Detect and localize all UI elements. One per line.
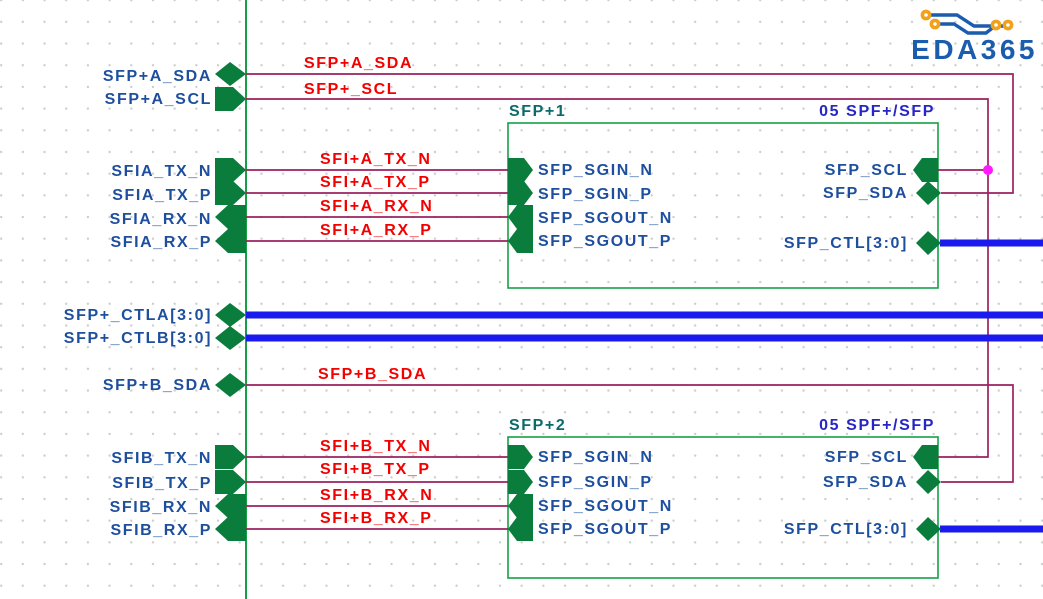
- port-sfia-rx-p[interactable]: [215, 229, 246, 253]
- net-label-sfi-a-rx-p[interactable]: SFI+A_RX_P: [320, 222, 433, 239]
- port-sfib-rx-n[interactable]: [215, 494, 246, 518]
- block1-pin-sgout-n[interactable]: SFP_SGOUT_N: [538, 210, 673, 227]
- block1-pin-sda[interactable]: SFP_SDA: [823, 185, 908, 202]
- port-sfp-a-sda[interactable]: [215, 62, 246, 86]
- port-label-sfia-rx-p[interactable]: SFIA_RX_P: [110, 234, 212, 251]
- eda365-logo-text: EDA365: [911, 34, 1038, 65]
- pin-b2-sgin-p[interactable]: [508, 470, 533, 494]
- net-label-sfp-scl[interactable]: SFP+_SCL: [304, 81, 399, 98]
- port-label-sfib-tx-n[interactable]: SFIB_TX_N: [111, 450, 212, 467]
- pin-b1-sda[interactable]: [916, 181, 941, 205]
- pin-b1-scl[interactable]: [913, 158, 938, 182]
- pin-b2-ctl[interactable]: [916, 517, 941, 541]
- net-label-sfi-b-tx-n[interactable]: SFI+B_TX_N: [320, 438, 432, 455]
- port-sfp-ctlb[interactable]: [215, 326, 246, 350]
- net-label-sfi-a-rx-n[interactable]: SFI+A_RX_N: [320, 198, 434, 215]
- port-label-sfia-rx-n[interactable]: SFIA_RX_N: [109, 211, 212, 228]
- port-sfia-rx-n[interactable]: [215, 205, 246, 229]
- block2-pin-sgout-p[interactable]: SFP_SGOUT_P: [538, 521, 673, 538]
- net-label-sfp-b-sda[interactable]: SFP+B_SDA: [318, 366, 428, 383]
- port-sfia-tx-n[interactable]: [215, 158, 246, 182]
- net-label-sfi-b-tx-p[interactable]: SFI+B_TX_P: [320, 461, 431, 478]
- block1-part[interactable]: 05 SPF+/SFP: [819, 103, 935, 120]
- block1-pin-sgin-n[interactable]: SFP_SGIN_N: [538, 162, 654, 179]
- net-label-sfi-a-tx-n[interactable]: SFI+A_TX_N: [320, 151, 432, 168]
- block2-pin-scl[interactable]: SFP_SCL: [824, 449, 908, 466]
- port-sfia-tx-p[interactable]: [215, 181, 246, 205]
- block1-title[interactable]: SFP+1: [509, 103, 567, 120]
- net-label-sfi-a-tx-p[interactable]: SFI+A_TX_P: [320, 174, 431, 191]
- pin-b1-sgout-p[interactable]: [508, 229, 533, 253]
- port-sfib-tx-p[interactable]: [215, 470, 246, 494]
- pin-b2-sgout-p[interactable]: [508, 517, 533, 541]
- block2-title[interactable]: SFP+2: [509, 417, 567, 434]
- port-label-sfia-tx-n[interactable]: SFIA_TX_N: [111, 163, 212, 180]
- net-label-sfp-a-sda[interactable]: SFP+A_SDA: [304, 55, 414, 72]
- pin-b1-ctl[interactable]: [916, 231, 941, 255]
- block2-part[interactable]: 05 SPF+/SFP: [819, 417, 935, 434]
- pin-b1-sgin-n[interactable]: [508, 158, 533, 182]
- port-label-sfp-b-sda[interactable]: SFP+B_SDA: [102, 377, 212, 394]
- port-sfp-a-scl[interactable]: [215, 87, 246, 111]
- port-label-sfia-tx-p[interactable]: SFIA_TX_P: [112, 187, 212, 204]
- port-label-sfib-rx-p[interactable]: SFIB_RX_P: [110, 522, 212, 539]
- wire-sfp-a-sda[interactable]: [246, 73, 1014, 194]
- block1-pin-sgout-p[interactable]: SFP_SGOUT_P: [538, 233, 673, 250]
- port-label-sfp-ctlb[interactable]: SFP+_CTLB[3:0]: [63, 330, 212, 347]
- block1-pin-ctl[interactable]: SFP_CTL[3:0]: [783, 235, 908, 252]
- port-label-sfp-ctla[interactable]: SFP+_CTLA[3:0]: [63, 307, 212, 324]
- port-label-sfib-rx-n[interactable]: SFIB_RX_N: [109, 499, 212, 516]
- port-sfp-ctla[interactable]: [215, 303, 246, 327]
- pin-b2-sgout-n[interactable]: [508, 494, 533, 518]
- pin-b2-sgin-n[interactable]: [508, 445, 533, 469]
- port-sfp-b-sda[interactable]: [215, 373, 246, 397]
- pin-b2-scl[interactable]: [913, 445, 938, 469]
- net-label-sfi-b-rx-n[interactable]: SFI+B_RX_N: [320, 487, 434, 504]
- wire-sfp-scl[interactable]: [246, 98, 989, 458]
- port-sfib-tx-n[interactable]: [215, 445, 246, 469]
- net-label-sfi-b-rx-p[interactable]: SFI+B_RX_P: [320, 510, 433, 527]
- wire-sfp-b-sda[interactable]: [246, 384, 1014, 483]
- block-sfp1-outline[interactable]: [507, 122, 939, 289]
- block1-pin-sgin-p[interactable]: SFP_SGIN_P: [538, 186, 653, 203]
- junction-dot[interactable]: [983, 165, 993, 175]
- pin-b1-sgin-p[interactable]: [508, 181, 533, 205]
- block1-pin-scl[interactable]: SFP_SCL: [824, 162, 908, 179]
- block2-pin-sgin-n[interactable]: SFP_SGIN_N: [538, 449, 654, 466]
- block-sfp2-outline[interactable]: [507, 436, 939, 579]
- pin-b2-sda[interactable]: [916, 470, 941, 494]
- port-label-sfib-tx-p[interactable]: SFIB_TX_P: [112, 475, 212, 492]
- pin-b1-sgout-n[interactable]: [508, 205, 533, 229]
- block2-pin-ctl[interactable]: SFP_CTL[3:0]: [783, 521, 908, 538]
- block2-pin-sgin-p[interactable]: SFP_SGIN_P: [538, 474, 653, 491]
- port-sfib-rx-p[interactable]: [215, 517, 246, 541]
- port-label-sfp-a-sda[interactable]: SFP+A_SDA: [102, 68, 212, 85]
- port-label-sfp-a-scl[interactable]: SFP+A_SCL: [104, 91, 212, 108]
- eda365-logo-trace-icon: [920, 9, 1014, 35]
- block2-pin-sda[interactable]: SFP_SDA: [823, 474, 908, 491]
- block2-pin-sgout-n[interactable]: SFP_SGOUT_N: [538, 498, 673, 515]
